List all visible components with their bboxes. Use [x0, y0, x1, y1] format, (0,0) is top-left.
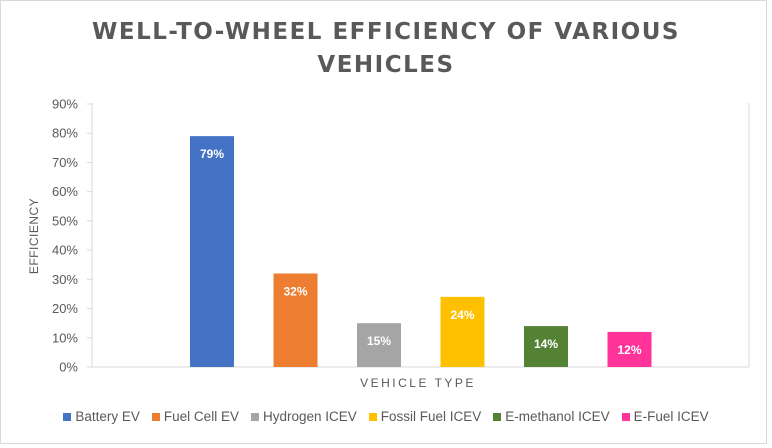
legend-item: E-Fuel ICEV — [621, 409, 709, 424]
bar-hydrogen-icev — [357, 323, 401, 367]
legend: Battery EV Fuel Cell EV Hydrogen ICEV Fossi… — [0, 409, 772, 424]
y-tick-label: 30% — [52, 272, 78, 287]
y-tick-label: 50% — [52, 213, 78, 228]
legend-swatch-icon — [250, 412, 259, 421]
y-tick-label: 70% — [52, 155, 78, 170]
legend-label: E-methanol ICEV — [505, 409, 610, 424]
bar-e-fuel-icev — [607, 331, 652, 367]
legend-swatch-icon — [151, 412, 160, 421]
legend-label: Fuel Cell EV — [163, 409, 239, 424]
bar-fuel-cell-ev — [273, 273, 318, 367]
y-axis-title: EFFICIENCY — [27, 198, 41, 274]
legend-swatch-icon — [621, 412, 630, 421]
data-label: 24% — [450, 308, 474, 322]
legend-swatch-icon — [493, 412, 502, 421]
legend-label: Battery EV — [75, 409, 140, 424]
legend-label: E-Fuel ICEV — [633, 409, 709, 424]
legend-item: Hydrogen ICEV — [250, 409, 357, 424]
data-labels: 79% 32% 15% 24% 14% 12% — [200, 147, 642, 357]
bar-fossil-fuel-icev — [440, 296, 485, 367]
legend-swatch-icon — [63, 412, 72, 421]
bar-battery-ev — [190, 136, 234, 367]
y-tick-label: 20% — [52, 301, 78, 316]
y-tick-label: 10% — [52, 330, 78, 345]
chart-edge — [767, 0, 772, 448]
data-label: 32% — [283, 284, 307, 298]
data-label: 12% — [617, 343, 641, 357]
legend-label: Hydrogen ICEV — [262, 409, 357, 424]
chart-title-line-2: VEHICLES — [317, 52, 455, 78]
y-tick-label: 60% — [52, 184, 78, 199]
x-axis-title: VEHICLE TYPE — [360, 376, 476, 390]
y-axis-ticks: 0% 10% 20% 30% 40% 50% 60% 70% 80% 90% — [52, 97, 92, 375]
data-label: 14% — [534, 337, 558, 351]
y-tick-label: 80% — [52, 126, 78, 141]
legend-item: Fossil Fuel ICEV — [368, 409, 482, 424]
chart-title-line-1: WELL-TO-WHEEL EFFICIENCY OF VARIOUS — [92, 19, 680, 45]
y-tick-label: 40% — [52, 243, 78, 258]
legend-label: Fossil Fuel ICEV — [380, 409, 482, 424]
legend-item: E-methanol ICEV — [493, 409, 610, 424]
y-tick-label: 90% — [52, 97, 78, 112]
bar-e-methanol-icev — [524, 326, 568, 367]
y-tick-label: 0% — [59, 360, 78, 375]
legend-item: Fuel Cell EV — [151, 409, 239, 424]
legend-swatch-icon — [368, 412, 377, 421]
bars — [190, 136, 652, 367]
data-label: 79% — [200, 147, 224, 161]
data-label: 15% — [367, 334, 391, 348]
legend-item: Battery EV — [63, 409, 140, 424]
